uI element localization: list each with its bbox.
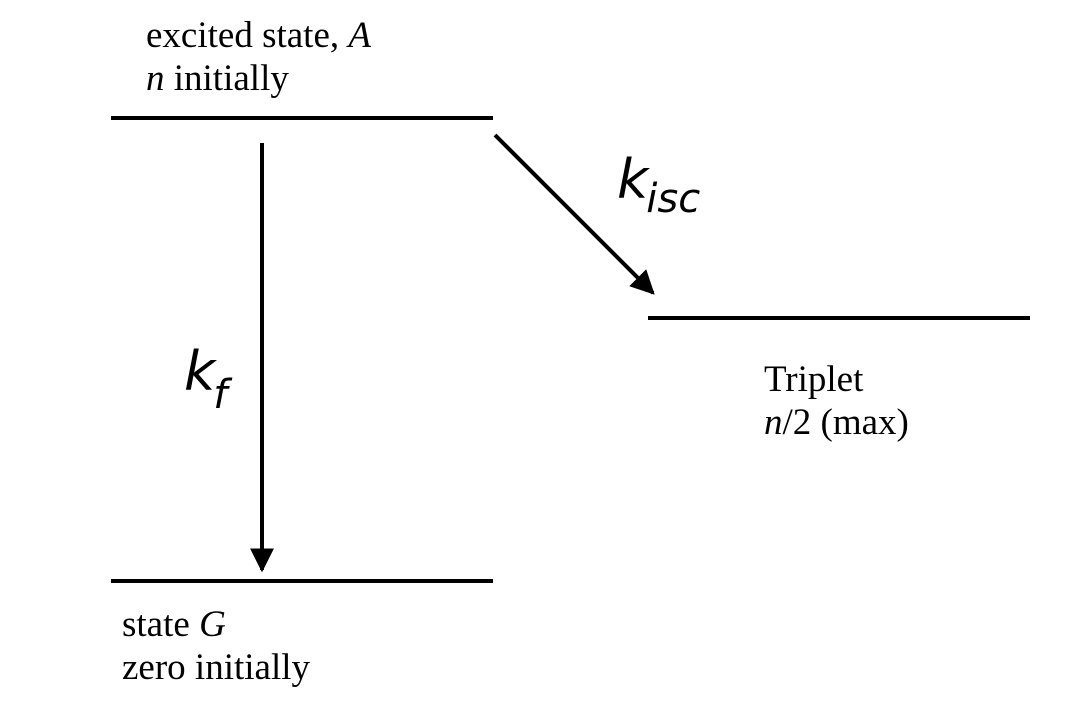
excited-state-text: excited state, [146,15,349,56]
triplet-state-title: Triplet [764,359,864,400]
ground-state-text: state [122,604,200,645]
excited-state-label-line1: excited state, A [146,14,371,57]
excited-state-label-line2: n initially [146,57,371,100]
triplet-state-label: Triplet n/2 (max) [764,358,909,444]
excited-population-text: initially [164,58,289,99]
excited-population-symbol: n [146,58,165,99]
fluorescence-rate-label: kf [184,345,229,416]
isc-rate-symbol: k [617,148,649,211]
isc-rate-label: kisc [617,153,702,220]
ground-population-text: zero initially [122,647,311,688]
ground-state-label: state G zero initially [122,603,310,689]
fluorescence-rate-subscript: f [213,372,228,418]
triplet-population-symbol: n [764,402,783,443]
ground-state-symbol: G [199,604,226,645]
triplet-population-text: /2 (max) [782,402,909,443]
isc-rate-subscript: isc [646,176,701,222]
fluorescence-rate-symbol: k [184,340,216,403]
triplet-state-label-line2: n/2 (max) [764,401,909,444]
excited-state-symbol: A [348,15,371,56]
ground-state-label-line1: state G [122,603,310,646]
intersystem-crossing-arrow [493,133,655,295]
excited-state-label: excited state, A n initially [146,14,371,100]
